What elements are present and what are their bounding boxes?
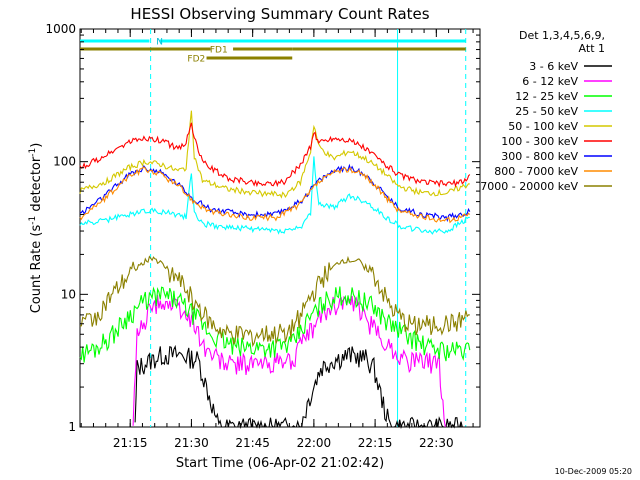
series-line-5 [79,110,470,199]
flag-fd2-label: FD2 [187,55,205,65]
y-axis-label-mid: detector [29,156,44,216]
x-axis-label: Start Time (06-Apr-02 21:02:42) [176,456,384,471]
y-axis-label-sup2: -1 [28,148,38,157]
legend-header-1: Det 1,3,4,5,6,9, [519,29,605,42]
plot-content: N FD1 FD2 [79,29,471,430]
x-tick-label-6: 22:30 [419,436,454,450]
series-line-9 [79,255,470,348]
y-tick-label-4: 1000 [45,22,76,36]
y-tick-label-3: 100 [53,155,76,169]
series-line-3 [79,286,471,363]
legend-label-5: 50 - 100 keV [508,120,578,133]
legend-label-7: 300 - 800 keV [501,150,578,163]
legend-label-8: 800 - 7000 keV [494,165,578,178]
legend-label-2: 6 - 12 keV [522,75,578,88]
x-tick-label-5: 22:15 [358,436,393,450]
legend-label-1: 3 - 6 keV [529,60,578,73]
x-axis: 21:15 21:30 21:45 22:00 22:15 22:30 [80,29,474,450]
y-axis-label-main: Count Rate (s [29,225,44,314]
y-axis-label: Count Rate (s-1 detector-1) [28,143,44,314]
series-line-6 [79,122,471,188]
series-line-1 [134,344,470,430]
legend-label-6: 100 - 300 keV [501,135,578,148]
x-tick-label-1: 21:15 [113,436,148,450]
legend-label-9: 7000 - 20000 keV [480,180,578,193]
series-line-4 [79,156,470,235]
y-axis-label-end: ) [29,143,44,148]
chart-title: HESSI Observing Summary Count Rates [130,5,429,23]
legend-label-4: 25 - 50 keV [515,105,578,118]
flag-n-label: N [156,38,163,48]
y-tick-label-2: 10 [61,287,76,301]
y-axis-label-sup1: -1 [28,216,38,225]
flag-fd1-label: FD1 [210,46,228,56]
series-line-2 [132,294,446,428]
y-axis: 1 10 100 1000 [45,22,480,434]
x-tick-label-4: 22:00 [297,436,332,450]
legend-header-2: Att 1 [579,42,605,55]
x-tick-label-3: 21:45 [235,436,270,450]
legend: Det 1,3,4,5,6,9,Att 13 - 6 keV 6 - 12 keV… [480,29,612,193]
y-tick-label-1: 1 [68,420,76,434]
x-tick-label-2: 21:30 [174,436,209,450]
series-line-8 [79,166,471,224]
legend-label-3: 12 - 25 keV [515,90,578,103]
footer-timestamp: 10-Dec-2009 05:20 [555,467,632,476]
